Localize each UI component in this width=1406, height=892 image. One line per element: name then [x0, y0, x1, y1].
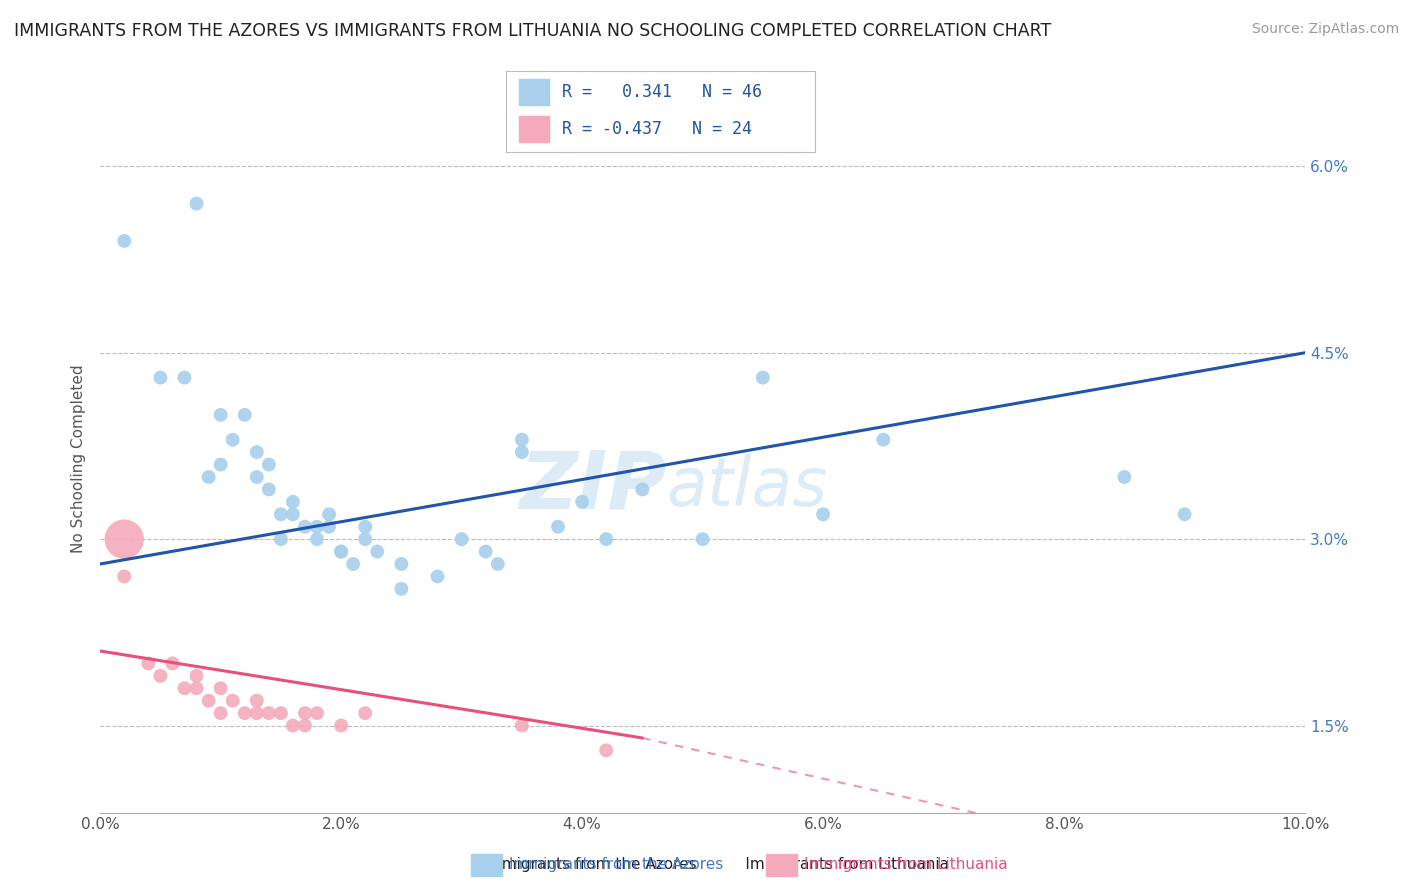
- Text: IMMIGRANTS FROM THE AZORES VS IMMIGRANTS FROM LITHUANIA NO SCHOOLING COMPLETED C: IMMIGRANTS FROM THE AZORES VS IMMIGRANTS…: [14, 22, 1052, 40]
- Point: [149, 370, 172, 384]
- Text: Source: ZipAtlas.com: Source: ZipAtlas.com: [1251, 22, 1399, 37]
- Text: Immigrants from Lithuania: Immigrants from Lithuania: [804, 857, 1008, 872]
- Point: [811, 508, 834, 522]
- Text: atlas: atlas: [666, 454, 828, 520]
- Point: [173, 370, 195, 384]
- Point: [294, 706, 316, 720]
- Point: [486, 557, 509, 571]
- Point: [450, 532, 472, 546]
- Point: [186, 196, 208, 211]
- Point: [162, 657, 184, 671]
- Text: ZIP: ZIP: [519, 448, 666, 525]
- Point: [342, 557, 364, 571]
- Point: [305, 706, 328, 720]
- Point: [246, 706, 269, 720]
- Point: [149, 669, 172, 683]
- Point: [510, 433, 533, 447]
- Point: [330, 718, 353, 732]
- Y-axis label: No Schooling Completed: No Schooling Completed: [72, 364, 86, 553]
- Point: [173, 681, 195, 696]
- Point: [257, 706, 280, 720]
- Point: [294, 519, 316, 533]
- Point: [270, 706, 292, 720]
- Point: [571, 495, 593, 509]
- Point: [257, 458, 280, 472]
- Point: [257, 483, 280, 497]
- Point: [631, 483, 654, 497]
- Point: [197, 694, 219, 708]
- Point: [197, 470, 219, 484]
- Point: [221, 433, 243, 447]
- Point: [281, 718, 304, 732]
- Point: [136, 657, 159, 671]
- Point: [510, 718, 533, 732]
- Point: [692, 532, 714, 546]
- Text: R = -0.437   N = 24: R = -0.437 N = 24: [562, 120, 752, 138]
- Point: [246, 470, 269, 484]
- Point: [112, 234, 135, 248]
- Point: [270, 508, 292, 522]
- Point: [209, 458, 232, 472]
- Point: [318, 508, 340, 522]
- Point: [270, 532, 292, 546]
- Point: [246, 445, 269, 459]
- Point: [209, 706, 232, 720]
- Point: [1174, 508, 1197, 522]
- Point: [595, 532, 617, 546]
- Point: [426, 569, 449, 583]
- Point: [112, 569, 135, 583]
- Point: [209, 681, 232, 696]
- Point: [233, 706, 256, 720]
- Point: [752, 370, 775, 384]
- Point: [209, 408, 232, 422]
- Point: [389, 557, 412, 571]
- Point: [872, 433, 894, 447]
- Text: Immigrants from the Azores          Immigrants from Lithuania: Immigrants from the Azores Immigrants fr…: [457, 857, 949, 872]
- Point: [246, 694, 269, 708]
- Point: [221, 694, 243, 708]
- Point: [186, 669, 208, 683]
- Point: [233, 408, 256, 422]
- Point: [318, 519, 340, 533]
- Point: [510, 445, 533, 459]
- Point: [330, 544, 353, 558]
- Point: [474, 544, 496, 558]
- FancyBboxPatch shape: [519, 116, 550, 142]
- Point: [354, 519, 377, 533]
- Point: [330, 544, 353, 558]
- Point: [281, 508, 304, 522]
- Point: [305, 519, 328, 533]
- Point: [354, 706, 377, 720]
- Text: Immigrants from the Azores: Immigrants from the Azores: [509, 857, 723, 872]
- Point: [186, 681, 208, 696]
- Point: [366, 544, 388, 558]
- Text: R =   0.341   N = 46: R = 0.341 N = 46: [562, 83, 762, 101]
- Point: [305, 532, 328, 546]
- Point: [112, 532, 135, 546]
- Point: [294, 718, 316, 732]
- Point: [1114, 470, 1136, 484]
- Point: [389, 582, 412, 596]
- Point: [547, 519, 569, 533]
- Point: [281, 495, 304, 509]
- FancyBboxPatch shape: [519, 79, 550, 105]
- Point: [354, 532, 377, 546]
- Point: [595, 743, 617, 757]
